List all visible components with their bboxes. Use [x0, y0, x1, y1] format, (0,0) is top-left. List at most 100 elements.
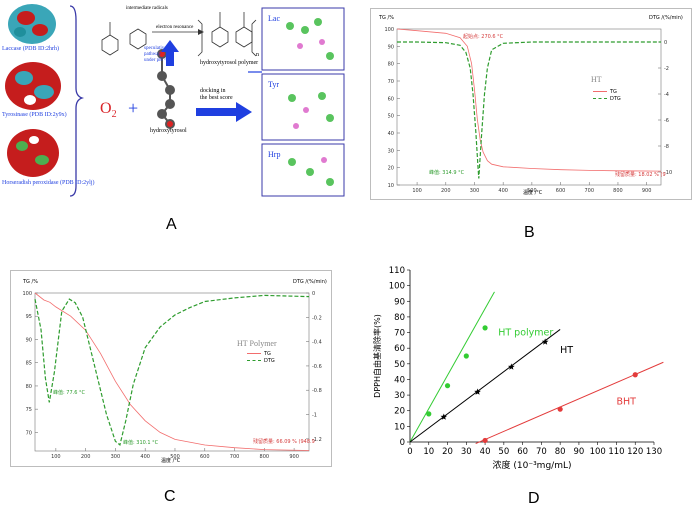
panel-d-x-tick-label: 30: [461, 447, 472, 457]
panel-d-y-tick-label: 60: [394, 344, 405, 354]
panel-d-x-tick-label: 120: [627, 447, 643, 457]
chemical-structures: [101, 12, 257, 57]
panel-a-svg: [5, 4, 345, 197]
docking-line-2: the best score: [200, 95, 233, 101]
panel-d-point-ht: [474, 388, 481, 395]
panel-b-y-left-tick-label: 90: [388, 44, 394, 50]
enzyme-label-peroxidase: Horseradish peroxidase (PDB ID:2ylj): [2, 180, 95, 186]
panel-d-y-tick-label: 10: [394, 422, 405, 432]
panel-b-legend: TG DTG: [593, 89, 621, 103]
panel-a-figure: Laccase (PDB ID:2hrh) Tyrosinase (PDB ID…: [0, 0, 355, 200]
panel-c-y-left-tick-label: 85: [26, 361, 32, 367]
panel-d-series-label-ht-polymer: HT polymer: [498, 328, 553, 339]
panel-d-x-tick-label: 80: [555, 447, 566, 457]
panel-letter-a: A: [166, 216, 177, 233]
panel-c-x-tick-label: 300: [111, 454, 121, 460]
panel-b-y-left-tick-label: 70: [388, 79, 394, 85]
panel-c-plot-frame: [34, 292, 310, 452]
panel-d-point-ht: [440, 413, 448, 420]
panel-c-frame: 100 200 300 400 500 600 700 800 900 70 75 80 85 90 95 1…: [10, 270, 332, 467]
panel-c-left-axis-title: TG /%: [23, 279, 38, 285]
panel-c-y-right-tick-label: -0.6: [312, 364, 322, 370]
panel-b-onset-label: 起始点: 270.6 °C: [463, 34, 504, 40]
panel-b-series-dtg-line: [397, 41, 661, 179]
panel-c-y-right-tick-label: -0.8: [312, 388, 322, 394]
panel-d-y-tick-label: 40: [394, 375, 405, 385]
panel-c-xlabel: 温度 /°C: [161, 458, 181, 464]
panel-d-fit-line-ht-polymer: [409, 291, 495, 443]
panel-d-x-tick-label: 50: [498, 447, 509, 457]
up-arrow-icon: [161, 40, 179, 66]
o2-subscript: 2: [111, 109, 117, 121]
panel-b-y-left-tick-label: 20: [388, 166, 394, 172]
panel-b-residue-label: 残留质量: 18.02 % (9: [615, 172, 666, 178]
panel-d-x-tick-label: 100: [590, 447, 606, 457]
panel-c-y-right-tick-label: 0: [312, 291, 315, 297]
panel-c-y-left-tick-label: 70: [26, 430, 32, 436]
panel-b-legend-tg-label: TG: [610, 89, 617, 95]
laccase-structure: [8, 4, 56, 44]
panel-d-y-tick-label: 20: [394, 407, 405, 417]
electron-resonance-label: electron resonance: [156, 25, 194, 30]
panel-d-point-bht: [557, 406, 563, 412]
panel-b-x-tick-label: 300: [470, 188, 480, 194]
panel-c-x-tick-label: 500: [170, 454, 180, 460]
panel-letter-c: C: [164, 488, 176, 505]
panel-c-x-tick-label: 400: [140, 454, 150, 460]
panel-c-peak1-label: 峰值: 77.6 °C: [53, 390, 85, 396]
panel-d-x-tick-label: 0: [407, 447, 412, 457]
dock-label-lac: Lac: [268, 14, 280, 23]
panel-d-x-tick-label: 110: [608, 447, 624, 457]
panel-d-y-tick-label: 90: [394, 297, 405, 307]
polymer-label: hydroxytyrosol polymer: [200, 60, 259, 66]
panel-b-peak-label: 峰值: 314.9 °C: [429, 170, 465, 176]
panel-b-x-tick-label: 700: [584, 188, 594, 194]
panel-c-series-tg-line: [34, 292, 310, 451]
panel-c-x-tick-label: 800: [260, 454, 270, 460]
panel-d-x-axis-label: 浓度 (10⁻³mg/mL): [493, 459, 572, 471]
panel-c-x-tick-label: 900: [289, 454, 299, 460]
panel-c-legend-tg-label: TG: [264, 351, 271, 357]
panel-d-y-tick-label: 100: [389, 282, 405, 292]
dock-box-tyr: [261, 73, 345, 141]
monomer-label: hydroxytyrosol: [150, 128, 187, 134]
panel-c-y-left-tick-label: 90: [26, 337, 32, 343]
panel-d-x-tick-label: 40: [480, 447, 491, 457]
panel-d-y-tick-label: 50: [394, 360, 405, 370]
panel-b-y-left-tick-label: 40: [388, 131, 394, 137]
plus-sign: +: [128, 98, 139, 118]
panel-d-point-ht-polymer: [482, 325, 488, 331]
o2-label: O2: [100, 100, 117, 120]
panel-d-point-ht-polymer: [463, 353, 469, 359]
docking-line-1: docking in: [200, 88, 226, 94]
panel-b-plot-frame: [396, 28, 662, 186]
speculative-line-3: under pH < 7: [144, 58, 171, 63]
panel-b-xlabel: 温度 /°C: [523, 190, 543, 196]
dock-label-tyr: Tyr: [268, 80, 279, 89]
panel-b-x-tick-label: 400: [498, 188, 508, 194]
right-arrow-icon: [196, 102, 252, 122]
panel-letter-d: D: [528, 490, 540, 507]
panel-b-x-tick-label: 200: [441, 188, 451, 194]
panel-c-x-tick-label: 200: [81, 454, 91, 460]
panel-d-x-tick-label: 60: [517, 447, 528, 457]
panel-b-frame: 100 200 300 400 500 600 700 800 900 10 20 30 40 50 60 7…: [370, 8, 692, 200]
panel-b-y-left-tick-label: 60: [388, 96, 394, 102]
panel-letter-b: B: [524, 224, 535, 241]
panel-d-y-tick-label: 80: [394, 313, 405, 323]
panel-c-legend-dtg: DTG: [247, 358, 275, 365]
panel-d-point-ht-polymer: [444, 383, 451, 389]
panel-b-x-tick-label: 900: [642, 188, 652, 194]
panel-c-chart: 100 200 300 400 500 600 700 800 900 70 75 80 85 90 95 1…: [22, 291, 322, 460]
intermediate-radicals-label: intermediate radicals: [126, 6, 168, 11]
panel-c-y-left-tick-label: 100: [22, 291, 32, 297]
panel-b-y-left-tick-label: 10: [388, 183, 394, 189]
panel-d-x-tick-label: 10: [423, 447, 434, 457]
panel-b-y-right-tick-label: 0: [664, 40, 667, 46]
panel-c-sample-name: HT Polymer: [237, 339, 277, 348]
panel-b-y-right-tick-label: -4: [664, 92, 669, 98]
n-label: n: [256, 52, 259, 58]
panel-c-legend-dtg-label: DTG: [264, 358, 275, 364]
panel-d-point-bht: [632, 372, 638, 378]
panel-b-x-tick-label: 500: [527, 188, 537, 194]
